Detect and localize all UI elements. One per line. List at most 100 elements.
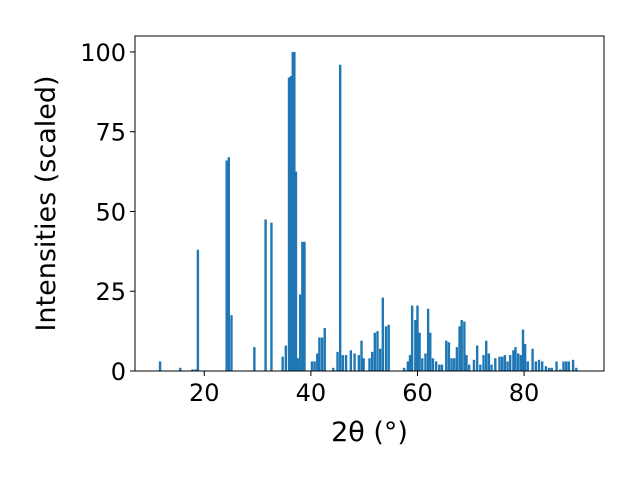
bar	[381, 297, 385, 371]
bar	[512, 350, 515, 371]
bar	[373, 332, 377, 371]
bar	[191, 369, 194, 371]
bar	[450, 358, 453, 371]
bar	[523, 343, 527, 371]
bar	[194, 369, 197, 371]
bar	[227, 157, 230, 371]
bar	[196, 249, 200, 371]
bar	[418, 332, 421, 371]
bar	[540, 361, 544, 371]
bar	[506, 361, 509, 371]
bar	[270, 222, 273, 371]
bar	[562, 361, 565, 371]
bar	[421, 358, 424, 371]
bar	[320, 337, 324, 371]
bar	[445, 340, 448, 371]
bar	[344, 355, 348, 371]
bar	[291, 51, 294, 371]
bar	[479, 364, 482, 371]
bar	[567, 361, 571, 371]
bar	[310, 361, 314, 371]
bar	[264, 219, 267, 371]
bar	[440, 364, 444, 371]
bar	[467, 364, 471, 371]
bar	[230, 315, 233, 371]
y-tick-label: 50	[95, 198, 126, 226]
bar	[414, 319, 417, 371]
x-axis-ticks: 20 40 60 80	[189, 371, 539, 407]
bar	[370, 351, 374, 371]
bar	[376, 331, 379, 371]
bar	[410, 305, 414, 371]
bar	[534, 361, 537, 371]
bar	[387, 324, 390, 371]
bar	[434, 361, 438, 371]
bar	[498, 356, 501, 371]
bar	[550, 367, 553, 371]
bar	[463, 321, 466, 371]
bar	[438, 364, 441, 371]
bars-group	[158, 51, 578, 372]
x-tick-label: 20	[189, 379, 220, 407]
bar	[526, 361, 529, 371]
bar	[416, 305, 419, 371]
bar	[475, 345, 479, 371]
bar	[158, 361, 162, 371]
bar	[318, 337, 321, 371]
bar	[571, 359, 575, 371]
bar	[465, 355, 468, 371]
y-tick-label: 100	[80, 39, 126, 67]
bar	[316, 353, 319, 371]
bar	[544, 366, 548, 371]
bar	[289, 75, 293, 371]
bar	[402, 367, 406, 371]
bar	[378, 348, 382, 371]
y-tick-label: 75	[95, 119, 126, 147]
bar	[537, 359, 541, 371]
bar	[531, 348, 534, 371]
bar	[179, 367, 182, 371]
bar	[406, 361, 410, 371]
bar	[281, 356, 284, 371]
bar	[357, 355, 361, 371]
bar	[517, 353, 520, 371]
bar	[472, 359, 476, 371]
bar	[424, 353, 427, 371]
bar	[287, 77, 291, 371]
bar	[293, 51, 296, 371]
bar	[336, 351, 339, 371]
plot-frame	[134, 35, 605, 372]
bar	[332, 367, 335, 371]
bar	[323, 327, 326, 371]
bar	[384, 326, 388, 371]
bar	[485, 340, 488, 371]
y-tick-label: 0	[111, 358, 126, 386]
bar	[447, 342, 451, 371]
x-tick-label: 80	[509, 379, 540, 407]
bar	[487, 353, 491, 371]
bar	[284, 345, 288, 371]
bar	[368, 358, 371, 371]
bar	[555, 361, 558, 371]
y-axis-label: Intensities (scaled)	[31, 75, 62, 331]
bar	[509, 355, 512, 371]
bar	[362, 358, 365, 371]
bar	[408, 355, 412, 371]
bar	[559, 369, 562, 371]
bar	[458, 326, 461, 371]
bar	[521, 329, 525, 371]
x-tick-label: 60	[402, 379, 433, 407]
bar	[547, 367, 551, 371]
bar	[303, 241, 306, 371]
bar	[426, 308, 430, 371]
bar	[360, 340, 363, 371]
bar	[338, 64, 342, 372]
bar	[575, 367, 578, 371]
bar	[353, 353, 356, 371]
y-tick-label: 25	[95, 278, 126, 306]
bar	[514, 347, 517, 371]
bar	[299, 294, 302, 371]
bar	[296, 358, 300, 371]
